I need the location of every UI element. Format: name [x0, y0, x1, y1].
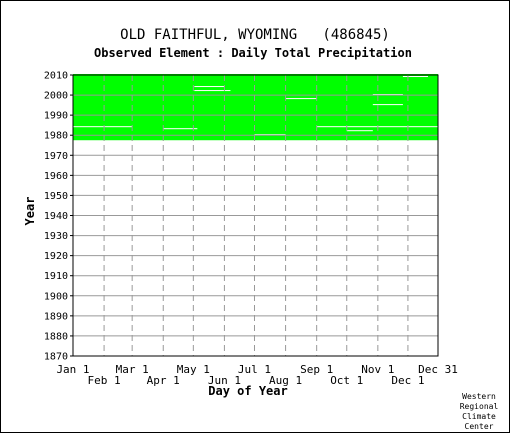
x-tick-label: Jun 1 [208, 374, 241, 387]
x-tick-label: Dec 1 [391, 374, 424, 387]
y-tick-label: 1920 [44, 251, 68, 262]
x-tick-label: Oct 1 [330, 374, 363, 387]
missing-data-segment [372, 104, 403, 106]
y-tick-label: 1910 [44, 271, 68, 282]
grid-lines [73, 74, 438, 357]
credit-line: Western [462, 392, 496, 401]
missing-data-segment [316, 126, 438, 128]
missing-data-segment [163, 128, 198, 130]
y-tick-label: 1930 [44, 231, 68, 242]
x-tick-label: Mar 1 [116, 363, 149, 376]
missing-data-segment [194, 90, 231, 92]
y-tick-label: 1960 [44, 171, 68, 182]
y-tick-label: 1950 [44, 191, 68, 202]
missing-data-segment [285, 98, 317, 100]
missing-data-segment [194, 86, 225, 88]
y-tick-label: 1900 [44, 291, 68, 302]
credit-line: Center [465, 422, 494, 431]
credit-line: Climate [462, 412, 496, 421]
credit-line: Regional [460, 402, 499, 411]
y-tick-label: 1980 [44, 131, 68, 142]
chart-title: OLD FAITHFUL, WYOMING (486845) [120, 27, 390, 43]
observed-period-block [73, 73, 438, 141]
x-tick-label: Nov 1 [361, 363, 394, 376]
missing-data-segment [402, 76, 428, 78]
y-tick-label: 1940 [44, 211, 68, 222]
y-tick-label: 1880 [44, 331, 68, 342]
y-tick-label: 2010 [44, 71, 68, 82]
y-tick-labels: 2010 2000 1990 1980 1970 1960 1950 1940 1930 1920… [44, 71, 73, 363]
y-tick-label: 1990 [44, 111, 68, 122]
y-tick-label: 1870 [44, 352, 68, 363]
x-tick-labels: Jan 1 Mar 1 May 1 Jul 1 Sep 1 Nov 1 Dec 31 Feb … [56, 363, 457, 387]
x-tick-label: Jul 1 [238, 363, 271, 376]
x-tick-label: Jan 1 [56, 363, 89, 376]
credit-text: Western Regional Climate Center [460, 392, 499, 431]
x-axis-label: Day of Year [208, 384, 287, 398]
y-tick-label: 1890 [44, 311, 68, 322]
x-tick-label: May 1 [177, 363, 210, 376]
x-tick-label: Sep 1 [300, 363, 333, 376]
y-tick-label: 1970 [44, 151, 68, 162]
x-tick-label: Apr 1 [147, 374, 180, 387]
x-tick-label: Aug 1 [269, 374, 302, 387]
missing-data-segment [346, 130, 373, 132]
observation-layer [73, 73, 438, 141]
missing-data-segment [73, 126, 133, 128]
chart-subtitle: Observed Element : Daily Total Precipita… [94, 46, 412, 60]
x-tick-label: Feb 1 [88, 374, 121, 387]
y-axis-label: Year [23, 197, 37, 226]
y-tick-label: 2000 [44, 91, 68, 102]
x-tick-label: Dec 31 [418, 363, 458, 376]
